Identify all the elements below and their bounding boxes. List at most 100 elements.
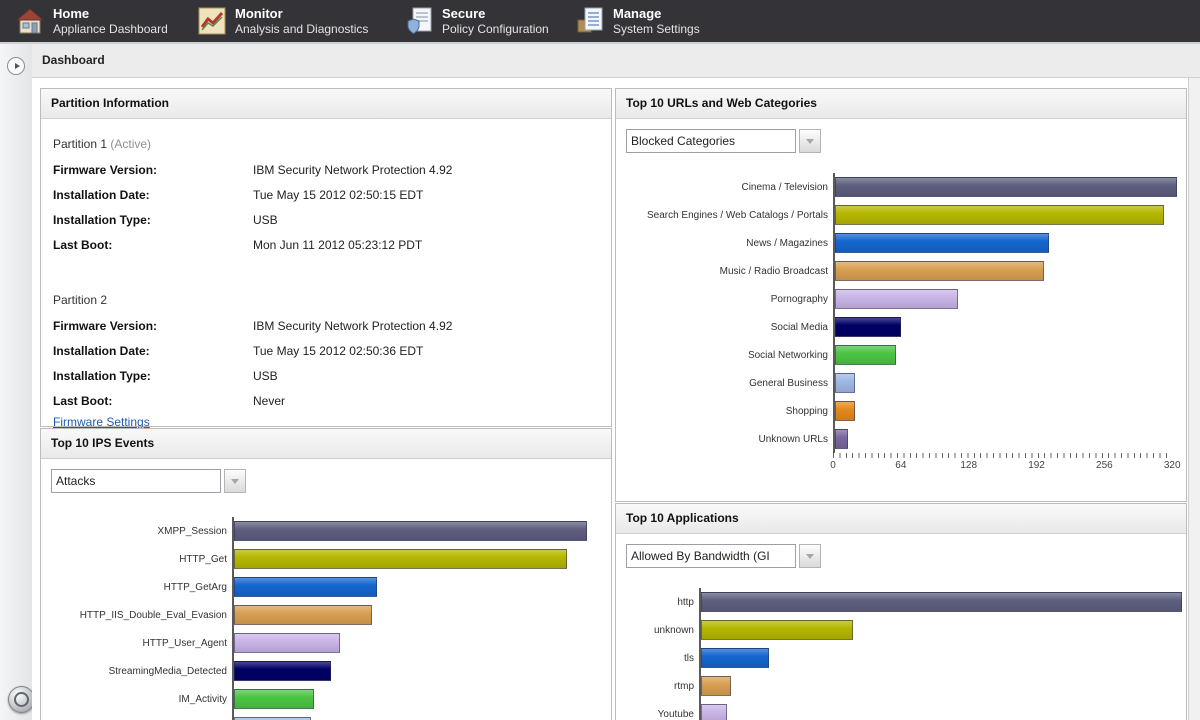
axis-tick-marks xyxy=(833,453,1173,458)
chart-category-label: Unknown URLs xyxy=(758,433,828,445)
chevron-down-icon xyxy=(231,478,239,484)
sidebar-expand-button[interactable] xyxy=(7,57,25,75)
chart-row: XMPP_Session xyxy=(41,517,611,545)
chart-row: Shopping xyxy=(616,397,1186,425)
nav-monitor-text: Monitor Analysis and Diagnostics xyxy=(235,6,368,37)
info-row: Last Boot: Mon Jun 11 2012 05:23:12 PDT xyxy=(53,232,599,257)
chart-category-label: IM_Activity xyxy=(178,693,227,705)
chart-plot-area xyxy=(699,588,1186,616)
panel-top-ips-events: Top 10 IPS Events Attacks XMPP_Session HT… xyxy=(40,428,612,720)
chart-row: Cinema / Television xyxy=(616,173,1186,201)
nav-home[interactable]: Home Appliance Dashboard xyxy=(15,3,168,39)
nav-manage-subtitle: System Settings xyxy=(613,21,700,36)
chart-plot-area xyxy=(232,713,611,720)
info-row: Last Boot: Never xyxy=(53,388,599,413)
field-value: USB xyxy=(253,368,278,383)
chart-plot-area xyxy=(232,685,611,713)
chart-category-label: XMPP_Session xyxy=(157,525,227,537)
partition-1-heading: Partition 1 (Active) xyxy=(53,137,599,151)
nav-secure[interactable]: Secure Policy Configuration xyxy=(405,3,549,39)
field-value: IBM Security Network Protection 4.92 xyxy=(253,318,453,333)
left-sidebar xyxy=(0,44,35,720)
chart-plot-area xyxy=(232,657,611,685)
ips-filter-value[interactable]: Attacks xyxy=(51,469,221,493)
chart-category-label: General Business xyxy=(749,377,828,389)
splitter-handle[interactable] xyxy=(8,686,35,713)
ips-filter-combobox: Attacks xyxy=(51,469,611,493)
chart-row: StreamingMedia_Detected xyxy=(41,657,611,685)
chart-plot-area xyxy=(232,517,611,545)
chart-row: Youtube xyxy=(616,700,1186,720)
panel-title: Top 10 URLs and Web Categories xyxy=(616,89,1186,119)
chart-row: rtmp xyxy=(616,672,1186,700)
chart-row: Unknown URLs xyxy=(616,425,1186,453)
nav-home-title: Home xyxy=(53,5,90,21)
nav-monitor[interactable]: Monitor Analysis and Diagnostics xyxy=(198,3,368,39)
page-title: Dashboard xyxy=(42,53,105,67)
vertical-scrollbar[interactable] xyxy=(1188,78,1200,720)
nav-manage[interactable]: Manage System Settings xyxy=(576,3,700,39)
axis-tick-label: 192 xyxy=(1028,460,1045,471)
apps-filter-dropdown-button[interactable] xyxy=(799,544,821,568)
field-value: Mon Jun 11 2012 05:23:12 PDT xyxy=(253,237,423,252)
chart-category-label: Shopping xyxy=(785,405,828,417)
chart-category-label: HTTP_User_Agent xyxy=(142,637,227,649)
field-label: Last Boot: xyxy=(53,237,113,252)
spacer xyxy=(53,257,599,279)
chart-row: unknown xyxy=(616,616,1186,644)
firmware-settings-link[interactable]: Firmware Settings xyxy=(53,415,150,429)
axis-tick-label: 320 xyxy=(1163,460,1181,471)
chart-category-label: unknown xyxy=(653,624,694,636)
panel-title: Top 10 Applications xyxy=(616,504,1186,534)
nav-monitor-title: Monitor xyxy=(235,5,283,21)
chart-bar xyxy=(835,373,856,393)
partition-info-body: Partition 1 (Active) Firmware Version: I… xyxy=(41,119,611,429)
chart-bar xyxy=(835,233,1049,253)
chart-plot-area xyxy=(232,601,611,629)
chart-category-label: Search Engines / Web Catalogs / Portals xyxy=(646,209,828,221)
urls-filter-value[interactable]: Blocked Categories xyxy=(626,129,796,153)
info-row: Installation Type: USB xyxy=(53,363,599,388)
panel-partition-information: Partition Information Partition 1 (Activ… xyxy=(40,88,612,429)
info-row: Firmware Version: IBM Security Network P… xyxy=(53,157,599,182)
panel-top-urls-web-categories: Top 10 URLs and Web Categories Blocked C… xyxy=(615,88,1187,502)
apps-filter-combobox: Allowed By Bandwidth (GI xyxy=(626,544,1186,568)
ips-filter-dropdown-button[interactable] xyxy=(224,469,246,493)
field-value: Never xyxy=(253,393,286,408)
field-value: IBM Security Network Protection 4.92 xyxy=(253,162,453,177)
chart-row: http xyxy=(616,588,1186,616)
field-label: Last Boot: xyxy=(53,393,113,408)
main-content: Partition Information Partition 1 (Activ… xyxy=(32,78,1200,720)
field-label: Firmware Version: xyxy=(53,318,158,333)
urls-filter-dropdown-button[interactable] xyxy=(799,129,821,153)
field-value: Tue May 15 2012 02:50:15 EDT xyxy=(253,187,424,202)
chart-row: News / Magazines xyxy=(616,229,1186,257)
chart-plot-area xyxy=(699,700,1186,720)
chart-row: Social Networking xyxy=(616,341,1186,369)
urls-categories-chart: Cinema / Television Search Engines / Web … xyxy=(616,173,1186,473)
chevron-down-icon xyxy=(806,138,814,144)
chart-row: HTTP_GetArg xyxy=(41,573,611,601)
chart-plot-area xyxy=(699,644,1186,672)
chart-bar xyxy=(835,345,897,365)
chart-category-label: HTTP_Get xyxy=(179,553,227,565)
chart-category-label: StreamingMedia_Detected xyxy=(108,665,227,677)
field-label: Installation Type: xyxy=(53,212,151,227)
chart-category-label: Music / Radio Broadcast xyxy=(719,265,828,277)
chart-row: IM_Activity xyxy=(41,685,611,713)
chart-bar xyxy=(835,205,1164,225)
info-row: Installation Date: Tue May 15 2012 02:50… xyxy=(53,182,599,207)
chart-row: General Business xyxy=(616,369,1186,397)
field-label: Firmware Version: xyxy=(53,162,158,177)
chart-bar xyxy=(701,704,728,720)
chart-bar xyxy=(835,401,856,421)
chart-bar xyxy=(835,429,848,449)
apps-filter-value[interactable]: Allowed By Bandwidth (GI xyxy=(626,544,796,568)
chart-plot-area xyxy=(833,313,1186,341)
chart-category-label: Social Media xyxy=(770,321,828,333)
chart-category-label: HTTP_IIS_Double_Eval_Evasion xyxy=(79,609,227,621)
info-row: Installation Date: Tue May 15 2012 02:50… xyxy=(53,338,599,363)
field-value: USB xyxy=(253,212,278,227)
chart-category-label: Social Networking xyxy=(747,349,828,361)
